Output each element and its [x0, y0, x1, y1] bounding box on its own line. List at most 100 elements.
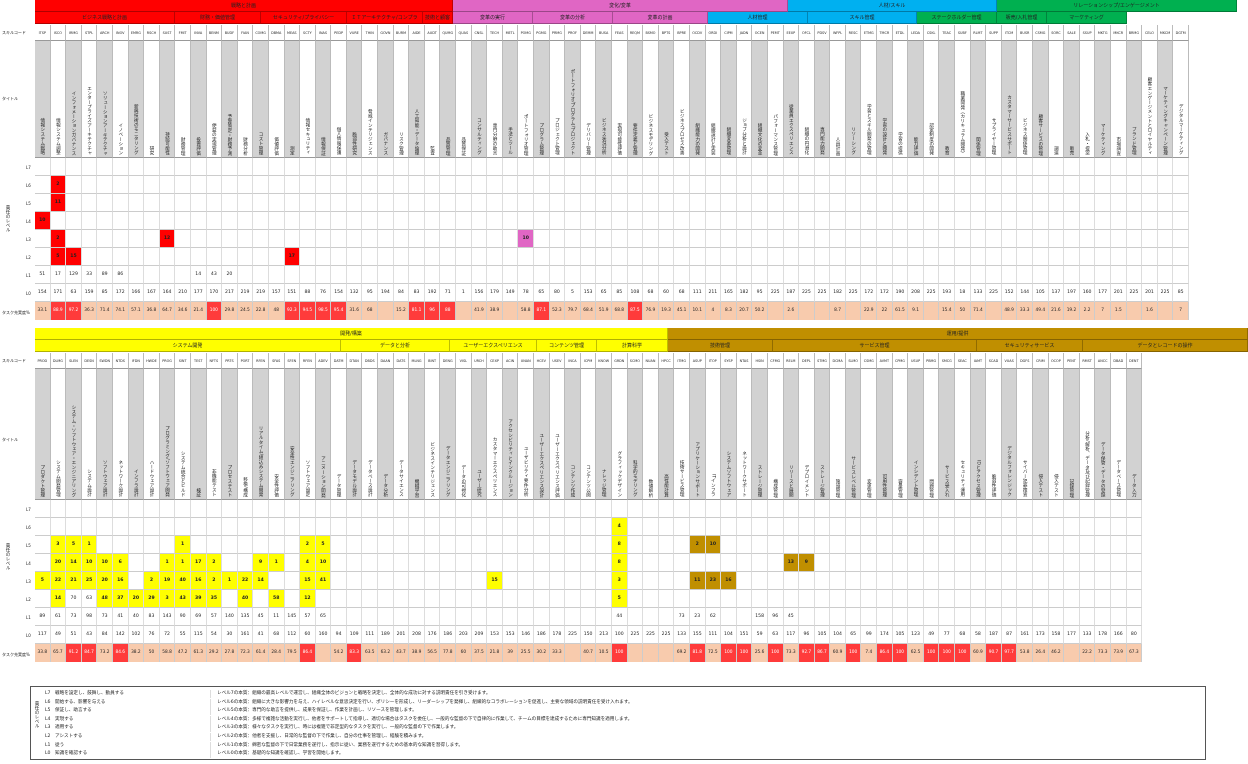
- skill-title: 調達: [1053, 145, 1059, 155]
- level-cell: [845, 536, 862, 554]
- skill-title: 移植/構成: [242, 477, 248, 497]
- skill-code-cell: EEXP: [783, 25, 800, 41]
- level-cell: [689, 230, 706, 248]
- skill-title: 手法とツール: [507, 127, 513, 155]
- level-cell: 99: [861, 626, 878, 644]
- level-cell: [1064, 608, 1080, 626]
- skill-title: 持続可能性: [164, 132, 170, 155]
- level-cell: [471, 590, 488, 608]
- level-cell: [502, 248, 519, 266]
- level-cell: [861, 248, 878, 266]
- level-cell: [845, 500, 862, 518]
- level-row: 2 12 10: [35, 230, 1189, 248]
- level-cell: 165: [721, 284, 737, 302]
- skill-title: 便益の実現管理: [211, 122, 217, 155]
- percent-cell: 61.4: [253, 644, 269, 662]
- level-row: 20 14 10 10 6 1 1 17 2 9 1 4 10 8 13 9: [35, 554, 1143, 572]
- skill-title-cell: データ入力: [1126, 369, 1143, 500]
- skill-code-cell: SWDN: [97, 353, 113, 369]
- legend-level-description: レベル7の本質：組織の最高レベルで運営し、組織全体のビジョンと戦略を決定し、全体…: [217, 691, 491, 696]
- level-cell: [596, 590, 612, 608]
- skill-code-cell: TEAC: [939, 25, 956, 41]
- skill-title: プログラミング/ソフトウェア開発: [164, 426, 170, 497]
- level-cell: [1064, 212, 1080, 230]
- level-cell: [300, 176, 316, 194]
- level-cell: [658, 518, 675, 536]
- responsibility-legend: 責任のレベル L7 戦略を設定し、鼓舞し、動員する レベル7の本質：組織の最高レベル…: [30, 686, 1206, 760]
- level-cell: [783, 590, 800, 608]
- level-cell: 6: [112, 554, 129, 572]
- skill-title-row: プロダクト管理 システム開発管理 システム・ソフトウェア・エンジニアリング システム設…: [35, 369, 1143, 500]
- level-cell: 150: [580, 626, 597, 644]
- level-cell: [284, 266, 301, 284]
- skill-code-cell: DGFS: [1017, 353, 1033, 369]
- level-cell: [877, 194, 893, 212]
- legend-level-code: L3: [45, 725, 51, 731]
- level-cell: [222, 590, 238, 608]
- level-cell: 65: [596, 284, 612, 302]
- level-cell: [315, 518, 332, 536]
- level-cell: [596, 194, 612, 212]
- level-cell: [1017, 248, 1033, 266]
- skill-code-cell: URCH: [471, 353, 488, 369]
- level-cell: 1: [175, 536, 191, 554]
- skill-title-cell: ビジネス状況分析: [596, 41, 612, 158]
- level-cell: [471, 194, 488, 212]
- level-cell: 73: [674, 608, 690, 626]
- responsibility-level-side-label: 責任のレベル: [5, 205, 10, 232]
- skill-code-cell: INVA: [190, 25, 207, 41]
- level-cell: 170: [206, 284, 223, 302]
- skill-title: ビジネスプロセス改善: [679, 109, 685, 155]
- skill-title: カスタマーサービスサポート: [1006, 95, 1012, 155]
- level-cell: [331, 248, 347, 266]
- level-cell: 73: [97, 608, 113, 626]
- skill-title-cell: グラフィックデザイン: [611, 369, 628, 500]
- level-cell: 182: [830, 284, 846, 302]
- skill-title: データベース設計: [367, 460, 373, 497]
- level-cell: 12: [300, 590, 316, 608]
- skill-title-cell: ソリューションアーキテクチャ: [97, 41, 113, 158]
- level-cell: [674, 248, 690, 266]
- level-cell: 71: [440, 284, 457, 302]
- level-cell: [892, 554, 909, 572]
- legend-level-description: レベル5の本質：専門的な助言を提供し、成果を保証し、作業を計画し、リソースを管理…: [217, 708, 417, 714]
- level-cell: 115: [190, 626, 207, 644]
- level-cell: 37: [112, 590, 129, 608]
- level-cell: 84: [393, 284, 410, 302]
- skill-code-cell: SUPP: [986, 25, 1002, 41]
- level-cell: [346, 536, 363, 554]
- level-cell: [440, 176, 457, 194]
- level-cell: [237, 194, 254, 212]
- skill-title-cell: カスタマーエクスペリエンス: [487, 369, 503, 500]
- level-cell: [939, 572, 956, 590]
- level-cell: [1157, 266, 1174, 284]
- level-cell: [799, 500, 815, 518]
- skill-title: 構成管理: [772, 478, 778, 497]
- percent-cell: [315, 644, 332, 662]
- title-row-label: タイトル: [2, 437, 18, 442]
- percent-cell: 27.8: [222, 644, 238, 662]
- skill-title: ガバナンス: [382, 132, 388, 155]
- level-cell: [814, 590, 831, 608]
- level-cell: 44: [611, 608, 628, 626]
- level-cell: 102: [128, 626, 145, 644]
- skill-code-cell: SINT: [175, 353, 191, 369]
- level-cell: [518, 212, 534, 230]
- level-cell: [721, 554, 737, 572]
- level-cell: 100: [611, 626, 628, 644]
- level-cell: [830, 176, 846, 194]
- level-cell: [736, 194, 753, 212]
- level-cell: [986, 176, 1002, 194]
- skill-code-cell: ITCM: [1001, 25, 1018, 41]
- level-cell: [1126, 212, 1143, 230]
- skill-code-cell: COMG: [253, 25, 269, 41]
- level-cell: [1033, 554, 1049, 572]
- skill-code-cell: ASUP: [689, 353, 706, 369]
- level-cell: [986, 230, 1002, 248]
- level-cell: [861, 194, 878, 212]
- level-cell: 76: [315, 284, 332, 302]
- level-cell: [268, 158, 285, 176]
- skill-code-cell: LEDA: [908, 25, 924, 41]
- percent-cell: 92.7: [799, 644, 815, 662]
- level-cell: [1048, 212, 1065, 230]
